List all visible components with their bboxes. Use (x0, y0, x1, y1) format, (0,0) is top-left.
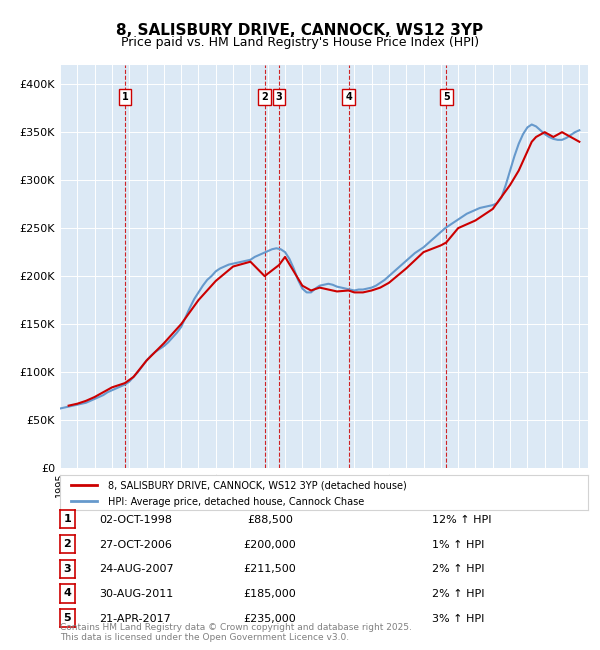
Text: 12% ↑ HPI: 12% ↑ HPI (432, 515, 491, 525)
Text: 30-AUG-2011: 30-AUG-2011 (99, 589, 173, 599)
Text: 27-OCT-2006: 27-OCT-2006 (99, 540, 172, 550)
Text: 1% ↑ HPI: 1% ↑ HPI (432, 540, 484, 550)
Text: 3% ↑ HPI: 3% ↑ HPI (432, 614, 484, 624)
Text: £211,500: £211,500 (244, 564, 296, 575)
Text: 5: 5 (443, 92, 449, 102)
Text: 4: 4 (64, 588, 71, 599)
Text: HPI: Average price, detached house, Cannock Chase: HPI: Average price, detached house, Cann… (107, 497, 364, 507)
Text: Price paid vs. HM Land Registry's House Price Index (HPI): Price paid vs. HM Land Registry's House … (121, 36, 479, 49)
Text: £88,500: £88,500 (247, 515, 293, 525)
Text: Contains HM Land Registry data © Crown copyright and database right 2025.
This d: Contains HM Land Registry data © Crown c… (60, 623, 412, 642)
Text: 8, SALISBURY DRIVE, CANNOCK, WS12 3YP: 8, SALISBURY DRIVE, CANNOCK, WS12 3YP (116, 23, 484, 38)
Text: 2% ↑ HPI: 2% ↑ HPI (432, 564, 485, 575)
Text: 3: 3 (275, 92, 283, 102)
Text: 21-APR-2017: 21-APR-2017 (99, 614, 171, 624)
Text: 2% ↑ HPI: 2% ↑ HPI (432, 589, 485, 599)
Text: 1: 1 (122, 92, 128, 102)
Text: 3: 3 (64, 564, 71, 574)
Text: 02-OCT-1998: 02-OCT-1998 (99, 515, 172, 525)
Text: 1: 1 (64, 514, 71, 525)
Text: 4: 4 (345, 92, 352, 102)
Text: 24-AUG-2007: 24-AUG-2007 (99, 564, 173, 575)
Text: £200,000: £200,000 (244, 540, 296, 550)
Text: 5: 5 (64, 613, 71, 623)
Text: £235,000: £235,000 (244, 614, 296, 624)
Text: 8, SALISBURY DRIVE, CANNOCK, WS12 3YP (detached house): 8, SALISBURY DRIVE, CANNOCK, WS12 3YP (d… (107, 480, 406, 490)
Text: 2: 2 (261, 92, 268, 102)
Text: £185,000: £185,000 (244, 589, 296, 599)
Text: 2: 2 (64, 539, 71, 549)
